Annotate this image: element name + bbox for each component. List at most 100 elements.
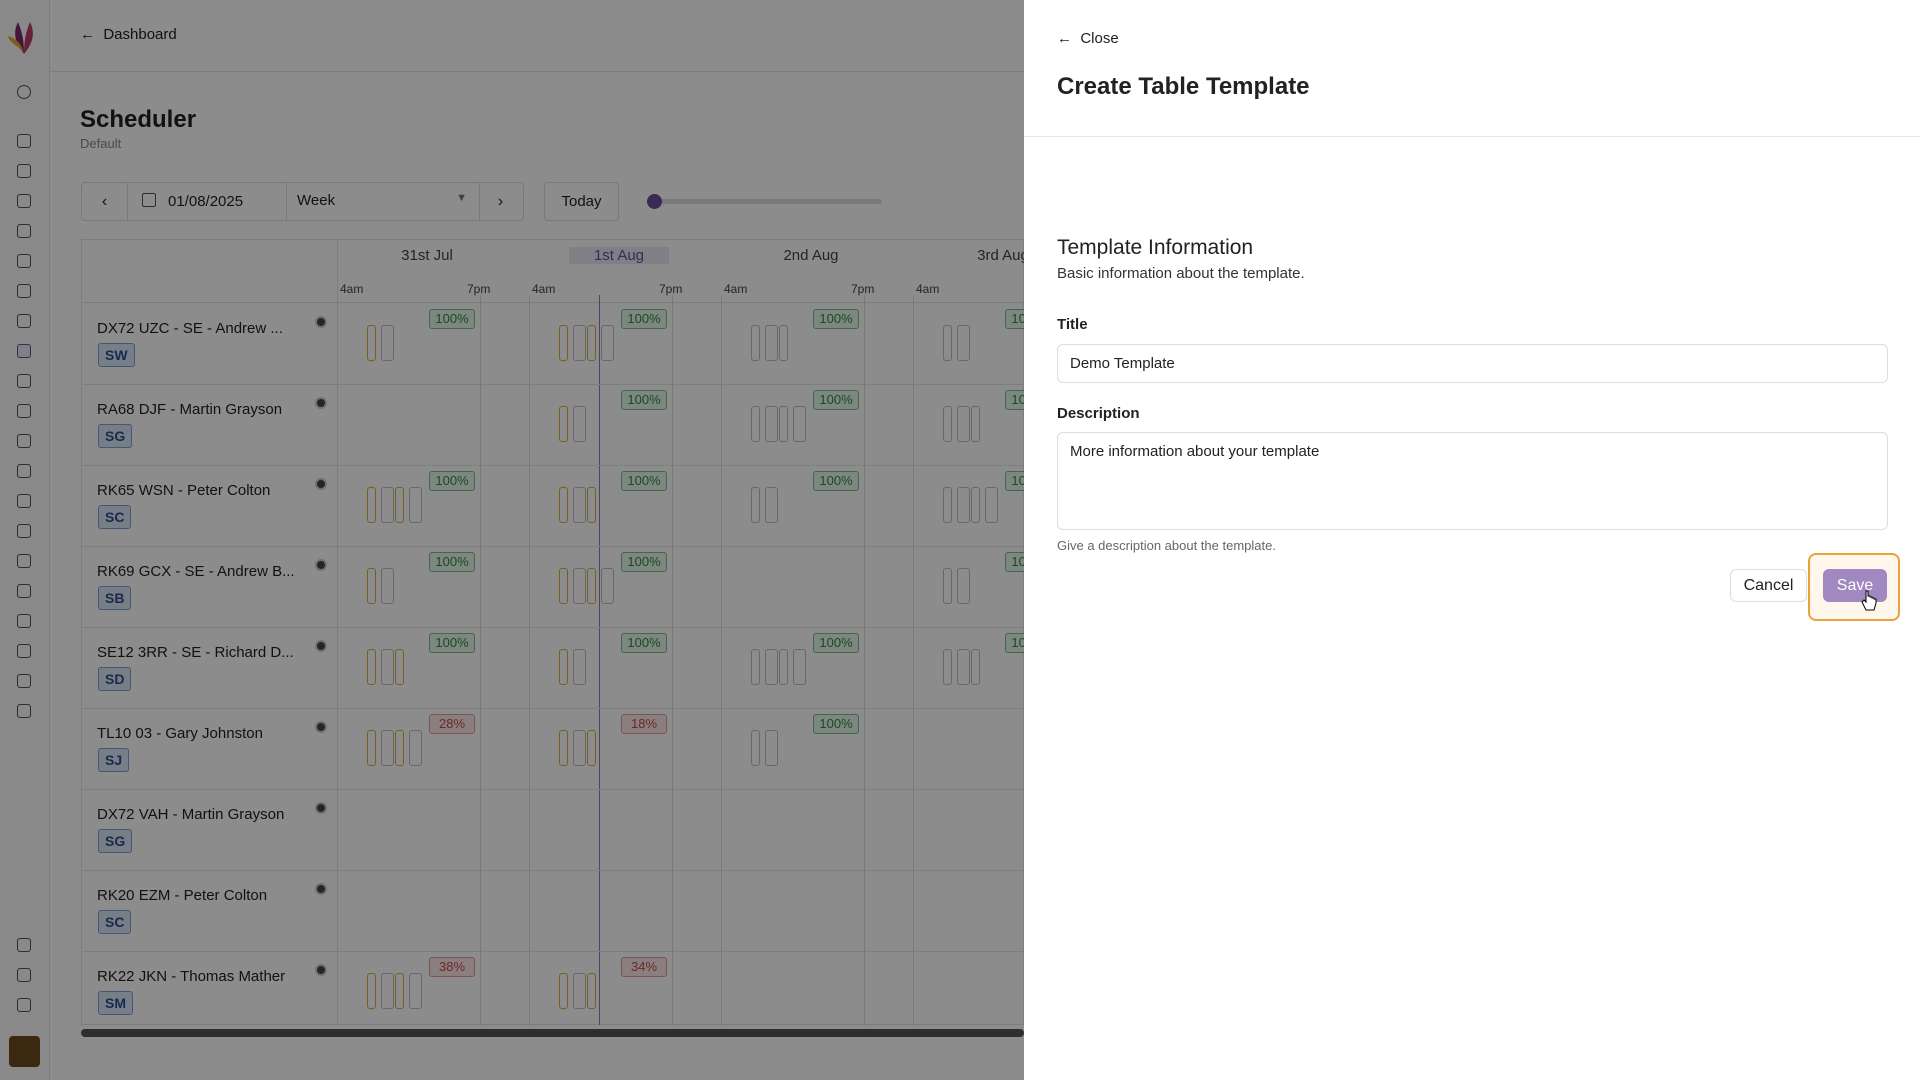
schedule-block (367, 568, 376, 604)
utilization-badge: 18% (621, 714, 667, 734)
nav-icon[interactable] (17, 85, 31, 99)
nav-icon[interactable] (17, 374, 31, 388)
cursor (1861, 590, 1877, 611)
schedule-block (765, 487, 778, 523)
nav-icon[interactable] (17, 344, 31, 358)
close-text: Close (1080, 30, 1119, 47)
resource-row: SE12 3RR - SE - Richard D... SD 100% 100% 10… (81, 627, 1024, 709)
schedule-block (765, 649, 778, 685)
today-button[interactable]: Today (544, 182, 619, 221)
nav-icon[interactable] (17, 584, 31, 598)
day-header: 3rd Aug (977, 247, 1024, 264)
nav-icon[interactable] (17, 614, 31, 628)
schedule-block (409, 487, 422, 523)
modal-overlay[interactable] (0, 0, 1024, 1080)
day-header: 1st Aug (569, 247, 669, 264)
nav-icon[interactable] (17, 434, 31, 448)
schedule-block (751, 487, 760, 523)
schedule-block (943, 406, 952, 442)
nav-icon[interactable] (17, 134, 31, 148)
close-link[interactable]: ← Close (1057, 30, 1119, 47)
date-nav: ‹ 01/08/2025 Week ▼ › (81, 182, 524, 221)
avatar[interactable] (9, 1036, 40, 1067)
panel-title: Create Table Template (1057, 73, 1310, 100)
resource-name: SE12 3RR - SE - Richard D... (97, 644, 294, 661)
prev-button[interactable]: ‹ (82, 183, 128, 220)
schedule-block (409, 730, 422, 766)
resource-badge: SB (98, 586, 132, 610)
schedule-block (559, 325, 568, 361)
utilization-badge: 100% (813, 714, 859, 734)
time-label: 7pm (659, 282, 683, 296)
schedule-block (587, 325, 596, 361)
resource-name: RK22 JKN - Thomas Mather (97, 968, 286, 985)
schedule-block (573, 973, 586, 1009)
nav-icon[interactable] (17, 704, 31, 718)
schedule-block (395, 730, 404, 766)
grid-line (864, 295, 865, 1025)
title-input[interactable]: Demo Template (1057, 344, 1888, 383)
schedule-block (957, 325, 970, 361)
utilization-badge: 100% (1005, 390, 1024, 410)
schedule-block (573, 487, 586, 523)
schedule-block (765, 406, 778, 442)
schedule-block (943, 325, 952, 361)
nav-icon[interactable] (17, 494, 31, 508)
panel-divider (1024, 136, 1920, 137)
schedule-block (395, 973, 404, 1009)
resource-name: DX72 UZC - SE - Andrew ... (97, 320, 283, 337)
utilization-badge: 100% (813, 633, 859, 653)
back-link[interactable]: ← Dashboard (80, 26, 177, 43)
nav-icon[interactable] (17, 194, 31, 208)
schedule-block (601, 568, 614, 604)
schedule-block (559, 730, 568, 766)
resource-row: RK20 EZM - Peter Colton SC (81, 870, 1024, 952)
nav-icon[interactable] (17, 224, 31, 238)
nav-icon[interactable] (17, 938, 31, 952)
nav-icon[interactable] (17, 674, 31, 688)
schedule-block (587, 973, 596, 1009)
nav-icon[interactable] (17, 968, 31, 982)
grid-line (672, 295, 673, 1025)
resource-name: RK20 EZM - Peter Colton (97, 887, 268, 904)
utilization-badge: 38% (429, 957, 475, 977)
schedule-block (395, 649, 404, 685)
nav-icon[interactable] (17, 998, 31, 1012)
utilization-badge: 100% (1005, 309, 1024, 329)
nav-icon[interactable] (17, 554, 31, 568)
next-button[interactable]: › (497, 193, 504, 210)
horizontal-scrollbar[interactable] (81, 1029, 1024, 1037)
nav-icon[interactable] (17, 314, 31, 328)
schedule-block (971, 487, 980, 523)
cancel-button[interactable]: Cancel (1730, 569, 1807, 602)
schedule-block (751, 730, 760, 766)
date-value[interactable]: 01/08/2025 (168, 193, 244, 210)
page-subtitle: Default (80, 136, 122, 151)
page-title: Scheduler (80, 106, 197, 133)
view-select[interactable]: Week ▼ (286, 183, 480, 220)
nav-icon[interactable] (17, 284, 31, 298)
schedule-block (779, 406, 788, 442)
nav-icon[interactable] (17, 164, 31, 178)
schedule-block (559, 406, 568, 442)
description-textarea[interactable]: More information about your template (1057, 432, 1888, 530)
nav-icon[interactable] (17, 254, 31, 268)
nav-icon[interactable] (17, 464, 31, 478)
section-title: Template Information (1057, 236, 1254, 259)
utilization-badge: 100% (429, 633, 475, 653)
schedule-block (943, 568, 952, 604)
nav-icon[interactable] (17, 524, 31, 538)
nav-icon[interactable] (17, 404, 31, 418)
status-dot (315, 316, 327, 328)
save-button[interactable]: Save (1823, 569, 1887, 602)
utilization-badge: 100% (621, 390, 667, 410)
nav-icon[interactable] (17, 644, 31, 658)
status-dot (315, 478, 327, 490)
resource-row: TL10 03 - Gary Johnston SJ 28% 18% 100% (81, 708, 1024, 790)
schedule-block (573, 406, 586, 442)
zoom-slider[interactable] (647, 194, 882, 209)
slider-thumb[interactable] (647, 194, 662, 209)
grid-line (913, 295, 914, 1025)
utilization-badge: 100% (813, 471, 859, 491)
